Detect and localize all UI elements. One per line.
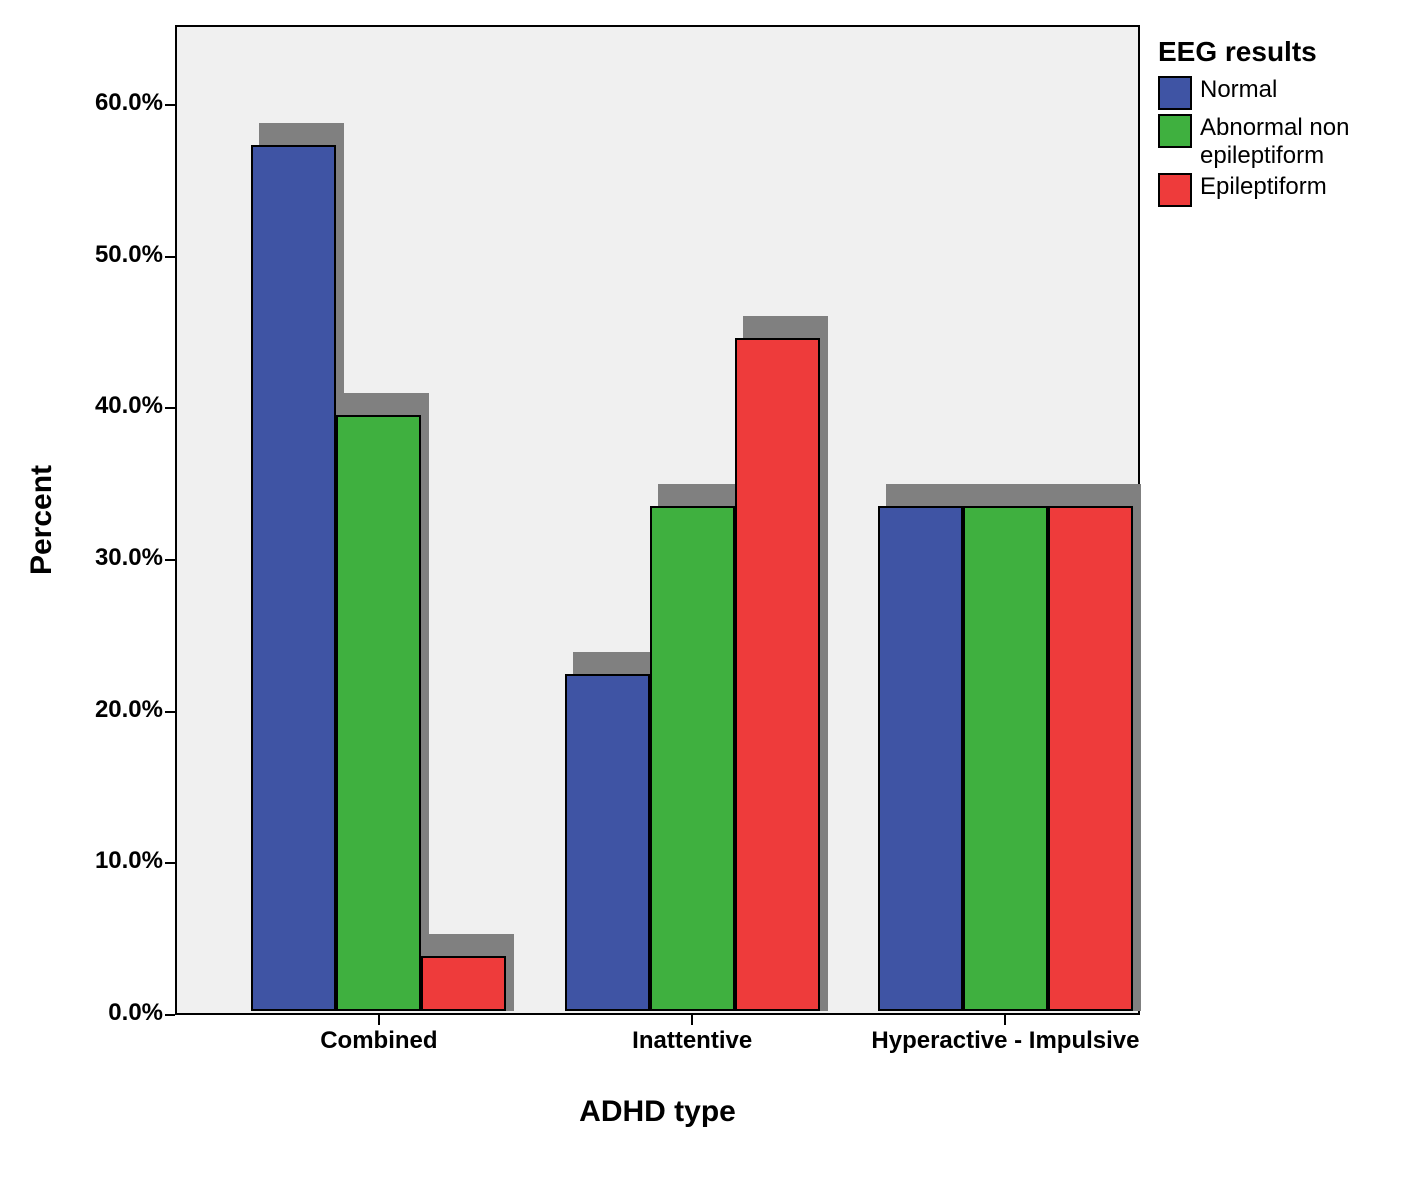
bar-normal xyxy=(878,506,963,1011)
legend-item-normal: Normal xyxy=(1158,76,1277,110)
y-tick-label: 60.0% xyxy=(95,89,163,117)
y-tick-mark xyxy=(165,1014,175,1016)
bar-normal xyxy=(251,145,336,1011)
y-tick-mark xyxy=(165,407,175,409)
plot-area: CombinedInattentiveHyperactive - Impulsi… xyxy=(175,25,1140,1015)
legend-item-abnormal: Abnormal non epileptiform xyxy=(1158,114,1410,169)
legend-swatch-normal xyxy=(1158,76,1192,110)
y-tick-label: 40.0% xyxy=(95,392,163,420)
x-tick-label: Inattentive xyxy=(632,1027,752,1055)
y-tick-label: 10.0% xyxy=(95,847,163,875)
y-tick-label: 30.0% xyxy=(95,544,163,572)
bar-abnormal xyxy=(336,415,421,1011)
x-tick-mark xyxy=(378,1015,380,1025)
bar-abnormal xyxy=(963,506,1048,1011)
legend-label: Epileptiform xyxy=(1200,173,1327,201)
legend-swatch-epileptiform xyxy=(1158,173,1192,207)
bar-normal xyxy=(565,674,650,1011)
legend-label: Abnormal non epileptiform xyxy=(1200,114,1410,169)
y-tick-mark xyxy=(165,256,175,258)
y-tick-label: 20.0% xyxy=(95,696,163,724)
y-tick-mark xyxy=(165,559,175,561)
x-axis-title: ADHD type xyxy=(579,1095,736,1129)
y-tick-label: 50.0% xyxy=(95,241,163,269)
x-tick-label: Combined xyxy=(320,1027,437,1055)
bar-epileptiform xyxy=(1048,506,1133,1011)
x-tick-mark xyxy=(691,1015,693,1025)
x-tick-mark xyxy=(1004,1015,1006,1025)
legend-label: Normal xyxy=(1200,76,1277,104)
y-tick-label: 0.0% xyxy=(108,999,163,1027)
x-tick-label: Hyperactive - Impulsive xyxy=(871,1027,1139,1055)
bar-epileptiform xyxy=(421,956,506,1011)
y-tick-mark xyxy=(165,711,175,713)
legend-title: EEG results xyxy=(1158,36,1317,68)
legend-item-epileptiform: Epileptiform xyxy=(1158,173,1327,207)
legend-swatch-abnormal xyxy=(1158,114,1192,148)
bar-abnormal xyxy=(650,506,735,1011)
bar-epileptiform xyxy=(735,338,820,1012)
y-tick-mark xyxy=(165,104,175,106)
y-tick-mark xyxy=(165,862,175,864)
y-axis-title: Percent xyxy=(25,465,59,575)
